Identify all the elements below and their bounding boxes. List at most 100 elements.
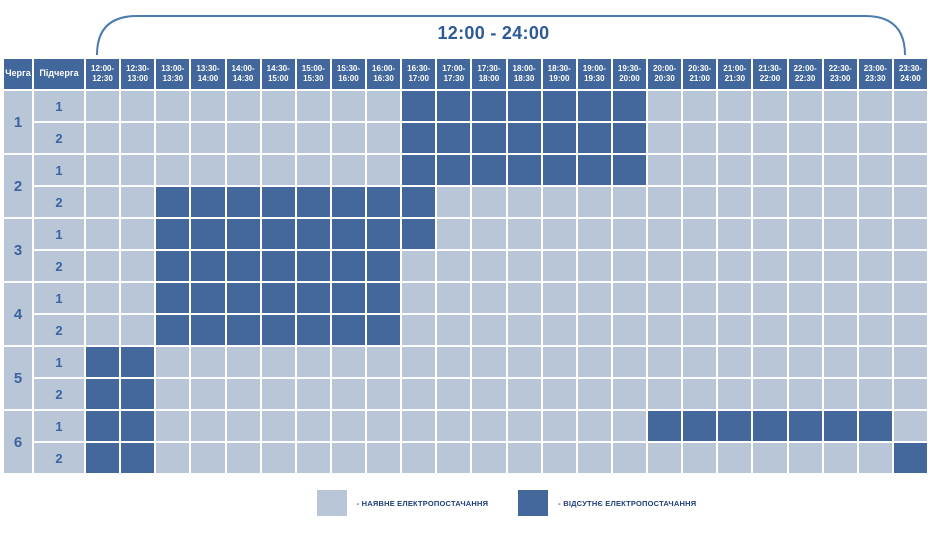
header-row: Черга Підчерга 12:00- 12:30 12:30- 13:00 13:00…: [4, 59, 927, 89]
slot-cell: [753, 155, 787, 185]
slot-cell: [156, 155, 190, 185]
slot-cell: [296, 251, 330, 281]
schedule-row: 2: [4, 251, 927, 281]
slot-cell: [788, 315, 822, 345]
slot-cell: [191, 187, 225, 217]
slot-cell: [331, 283, 365, 313]
slot-cell: [788, 443, 822, 473]
subqueue-label: 2: [34, 123, 84, 153]
slot-cell: [261, 187, 295, 217]
time-slot-header: 17:30- 18:00: [472, 59, 506, 89]
subqueue-label: 2: [34, 315, 84, 345]
slot-cell: [683, 91, 717, 121]
slot-cell: [296, 379, 330, 409]
slot-cell: [718, 219, 752, 249]
slot-cell: [437, 443, 471, 473]
time-slot-header: 14:30- 15:00: [261, 59, 295, 89]
slot-cell: [753, 443, 787, 473]
slot-cell: [753, 283, 787, 313]
slot-cell: [753, 219, 787, 249]
slot-cell: [753, 411, 787, 441]
subqueue-column-header: Підчерга: [34, 59, 84, 89]
slot-cell: [612, 379, 646, 409]
slot-cell: [367, 283, 401, 313]
slot-cell: [542, 283, 576, 313]
slot-cell: [718, 411, 752, 441]
slot-cell: [121, 251, 155, 281]
queue-label: 2: [4, 155, 32, 217]
slot-cell: [296, 315, 330, 345]
slot-cell: [86, 315, 120, 345]
slot-cell: [86, 155, 120, 185]
slot-cell: [858, 187, 892, 217]
slot-cell: [156, 379, 190, 409]
slot-cell: [683, 219, 717, 249]
slot-cell: [261, 251, 295, 281]
slot-cell: [261, 283, 295, 313]
slot-cell: [683, 155, 717, 185]
slot-cell: [683, 443, 717, 473]
slot-cell: [753, 91, 787, 121]
slot-cell: [367, 219, 401, 249]
slot-cell: [858, 251, 892, 281]
schedule-row: 2: [4, 123, 927, 153]
slot-cell: [191, 411, 225, 441]
slot-cell: [507, 347, 541, 377]
slot-cell: [437, 91, 471, 121]
slot-cell: [156, 91, 190, 121]
slot-cell: [612, 219, 646, 249]
slot-cell: [156, 443, 190, 473]
slot-cell: [86, 443, 120, 473]
slot-cell: [683, 411, 717, 441]
slot-cell: [367, 315, 401, 345]
slot-cell: [858, 91, 892, 121]
slot-cell: [648, 123, 682, 153]
slot-cell: [542, 315, 576, 345]
slot-cell: [472, 411, 506, 441]
slot-cell: [612, 347, 646, 377]
slot-cell: [331, 315, 365, 345]
slot-cell: [472, 219, 506, 249]
slot-cell: [331, 123, 365, 153]
time-slot-header: 19:00- 19:30: [577, 59, 611, 89]
slot-cell: [402, 155, 436, 185]
slot-cell: [612, 411, 646, 441]
slot-cell: [86, 379, 120, 409]
slot-cell: [577, 411, 611, 441]
slot-cell: [296, 283, 330, 313]
slot-cell: [858, 443, 892, 473]
slot-cell: [577, 315, 611, 345]
time-slot-header: 15:00- 15:30: [296, 59, 330, 89]
schedule-row: 2: [4, 443, 927, 473]
slot-cell: [86, 411, 120, 441]
slot-cell: [156, 347, 190, 377]
slot-cell: [612, 91, 646, 121]
slot-cell: [121, 187, 155, 217]
slot-cell: [823, 283, 857, 313]
slot-cell: [648, 187, 682, 217]
slot-cell: [226, 347, 260, 377]
slot-cell: [718, 155, 752, 185]
slot-cell: [858, 347, 892, 377]
slot-cell: [437, 379, 471, 409]
time-slot-header: 13:30- 14:00: [191, 59, 225, 89]
slot-cell: [718, 91, 752, 121]
slot-cell: [402, 251, 436, 281]
slot-cell: [331, 251, 365, 281]
slot-cell: [683, 315, 717, 345]
slot-cell: [86, 283, 120, 313]
slot-cell: [542, 443, 576, 473]
slot-cell: [156, 411, 190, 441]
slot-cell: [472, 187, 506, 217]
slot-cell: [121, 411, 155, 441]
slot-cell: [507, 91, 541, 121]
slot-cell: [121, 443, 155, 473]
slot-cell: [858, 155, 892, 185]
slot-cell: [612, 123, 646, 153]
subqueue-label: 1: [34, 347, 84, 377]
subqueue-label: 2: [34, 187, 84, 217]
power-off-swatch: [518, 490, 549, 516]
